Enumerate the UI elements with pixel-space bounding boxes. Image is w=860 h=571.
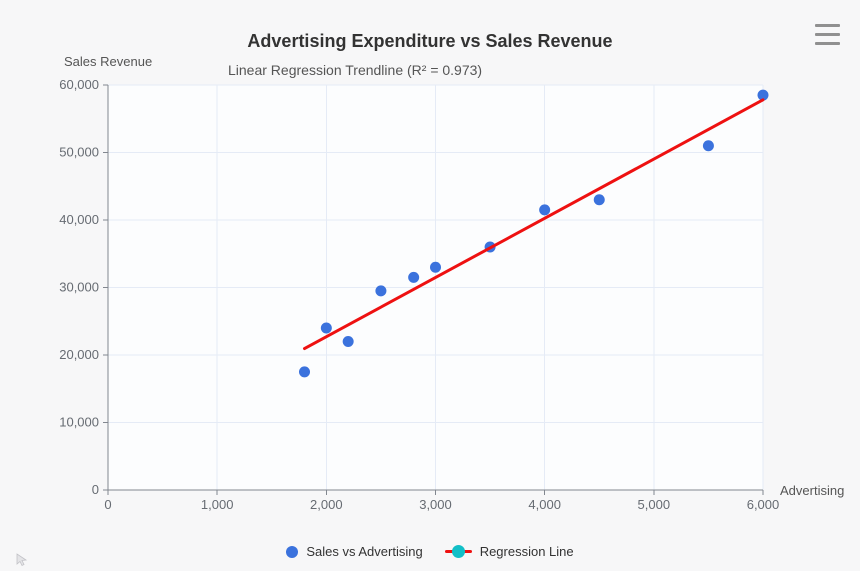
line-marker-icon	[444, 545, 472, 558]
chart-menu-button[interactable]	[806, 16, 848, 52]
svg-text:6,000: 6,000	[747, 497, 780, 512]
svg-text:30,000: 30,000	[59, 280, 99, 295]
svg-text:5,000: 5,000	[638, 497, 671, 512]
svg-text:60,000: 60,000	[59, 77, 99, 92]
legend-item-regression-line[interactable]: Regression Line	[444, 544, 574, 559]
svg-text:0: 0	[92, 482, 99, 497]
legend-label: Regression Line	[479, 544, 574, 559]
svg-text:0: 0	[104, 497, 111, 512]
mouse-cursor-icon	[16, 553, 28, 567]
chart-title: Advertising Expenditure vs Sales Revenue	[247, 31, 613, 51]
hamburger-icon	[814, 23, 840, 45]
y-axis-title: Sales Revenue	[64, 54, 153, 69]
svg-text:40,000: 40,000	[59, 212, 99, 227]
svg-text:50,000: 50,000	[59, 145, 99, 160]
chart-subtitle: Linear Regression Trendline (R² = 0.973)	[228, 62, 483, 78]
svg-text:2,000: 2,000	[310, 497, 343, 512]
svg-text:4,000: 4,000	[528, 497, 561, 512]
svg-text:10,000: 10,000	[59, 415, 99, 430]
legend-label: Sales vs Advertising	[306, 544, 423, 559]
legend-item-sales-vs-advertising[interactable]: Sales vs Advertising	[286, 544, 423, 559]
scatter-marker-icon	[286, 545, 299, 558]
svg-text:1,000: 1,000	[201, 497, 234, 512]
svg-text:3,000: 3,000	[419, 497, 452, 512]
legend: Sales vs Advertising Regression Line	[0, 544, 860, 559]
scatter-plot-area: 0 1,000 2,000 3,000 4,000 5,000 6,000 0 10,000 20…	[59, 77, 780, 512]
svg-text:20,000: 20,000	[59, 347, 99, 362]
x-axis-title: Advertising	[780, 483, 845, 498]
